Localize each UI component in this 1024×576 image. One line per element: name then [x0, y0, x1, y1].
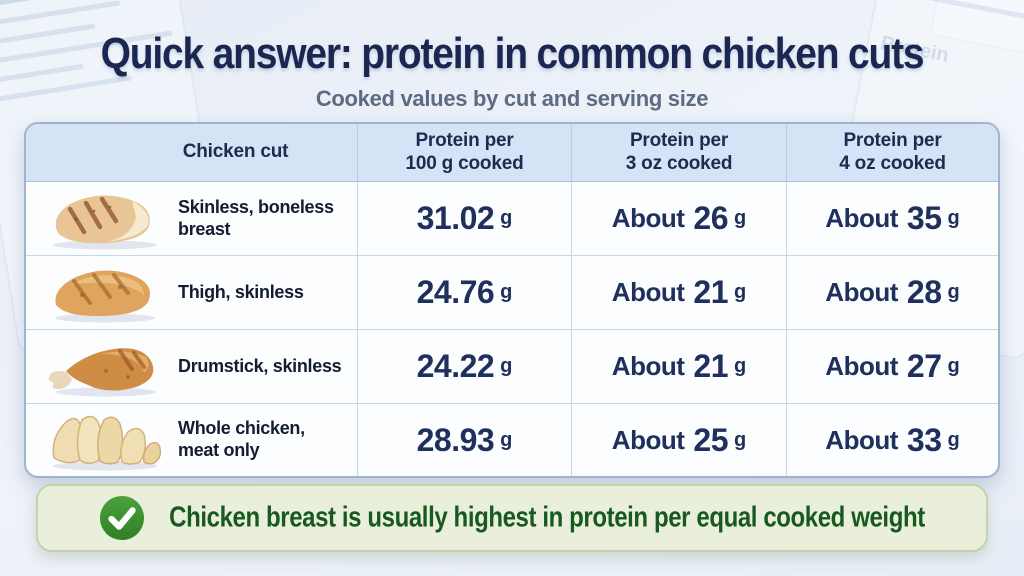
thigh-per-3oz: About 21 g — [572, 256, 787, 330]
protein-value: 24.22 — [416, 348, 495, 384]
drumstick-per-3oz: About 21 g — [572, 330, 787, 404]
unit-label: g — [500, 207, 513, 229]
header-label: Protein per 3 oz cooked — [625, 130, 733, 174]
grilled-chicken-breast-image — [36, 187, 174, 251]
table-row-whole-chicken-cut: Whole chicken, meat only — [26, 404, 358, 476]
about-label: About — [611, 277, 685, 307]
protein-value: 25 — [693, 421, 728, 458]
protein-value: 21 — [693, 348, 728, 384]
protein-value: 26 — [693, 200, 728, 236]
unit-label: g — [947, 207, 960, 229]
unit-label: g — [500, 281, 513, 303]
unit-label: g — [733, 207, 747, 229]
breast-per-3oz: About 26 g — [572, 182, 787, 256]
column-header-chicken-cut: Chicken cut — [26, 124, 358, 182]
protein-value: 31.02 — [416, 200, 495, 236]
drumstick-per-100g: 24.22 g — [358, 330, 572, 404]
cut-label: Drumstick, skinless — [178, 355, 342, 376]
drumstick-per-4oz: About 27 g — [787, 330, 998, 404]
page-subtitle: Cooked values by cut and serving size — [315, 86, 709, 111]
protein-value: 21 — [693, 274, 728, 310]
header-label: Chicken cut — [182, 141, 289, 163]
chicken-drumstick-image — [36, 335, 174, 399]
unit-label: g — [733, 355, 747, 377]
cut-label: Skinless, boneless breast — [178, 196, 334, 239]
about-label: About — [825, 277, 898, 307]
cut-label: Thigh, skinless — [178, 281, 304, 302]
thigh-per-4oz: About 28 g — [787, 256, 998, 330]
decor-line — [890, 0, 1024, 29]
unit-label: g — [500, 355, 513, 377]
protein-value: 28.93 — [416, 421, 495, 458]
header-label: Protein per 100 g cooked — [405, 130, 524, 174]
sliced-chicken-breast-image — [36, 408, 174, 472]
decor-line — [0, 0, 121, 28]
page-title: Quick answer: protein in common chicken … — [100, 30, 925, 79]
checkmark-icon — [99, 495, 145, 541]
unit-label: g — [500, 428, 513, 451]
key-takeaway-text: Chicken breast is usually highest in pro… — [169, 501, 925, 534]
column-header-per-3oz: Protein per 3 oz cooked — [572, 124, 787, 182]
key-takeaway-banner: Chicken breast is usually highest in pro… — [36, 484, 988, 552]
table-row-thigh-cut: Thigh, skinless — [26, 256, 358, 330]
protein-value: 24.76 — [416, 274, 495, 310]
protein-value: 27 — [906, 348, 942, 384]
about-label: About — [611, 351, 685, 381]
about-label: About — [825, 424, 898, 455]
breast-per-4oz: About 35 g — [787, 182, 998, 256]
table-row-drumstick-cut: Drumstick, skinless — [26, 330, 358, 404]
about-label: About — [825, 351, 898, 381]
protein-value: 35 — [906, 200, 942, 236]
whole-chicken-per-100g: 28.93 g — [358, 404, 572, 476]
protein-value: 33 — [906, 421, 942, 458]
header-label: Protein per 4 oz cooked — [839, 130, 946, 174]
about-label: About — [611, 424, 685, 455]
protein-table: Chicken cut Protein per 100 g cooked Pro… — [24, 122, 1000, 478]
unit-label: g — [947, 355, 960, 377]
whole-chicken-per-3oz: About 25 g — [572, 404, 787, 476]
about-label: About — [611, 203, 685, 233]
protein-value: 28 — [906, 274, 942, 310]
about-label: About — [825, 203, 898, 233]
breast-per-100g: 31.02 g — [358, 182, 572, 256]
unit-label: g — [947, 281, 960, 303]
table-row-breast-cut: Skinless, boneless breast — [26, 182, 358, 256]
unit-label: g — [947, 428, 960, 451]
chicken-thigh-image — [36, 261, 174, 325]
cut-label: Whole chicken, meat only — [178, 418, 305, 460]
column-header-per-4oz: Protein per 4 oz cooked — [787, 124, 998, 182]
whole-chicken-per-4oz: About 33 g — [787, 404, 998, 476]
unit-label: g — [733, 428, 747, 451]
column-header-per-100g: Protein per 100 g cooked — [358, 124, 572, 182]
unit-label: g — [733, 281, 747, 303]
thigh-per-100g: 24.76 g — [358, 256, 572, 330]
